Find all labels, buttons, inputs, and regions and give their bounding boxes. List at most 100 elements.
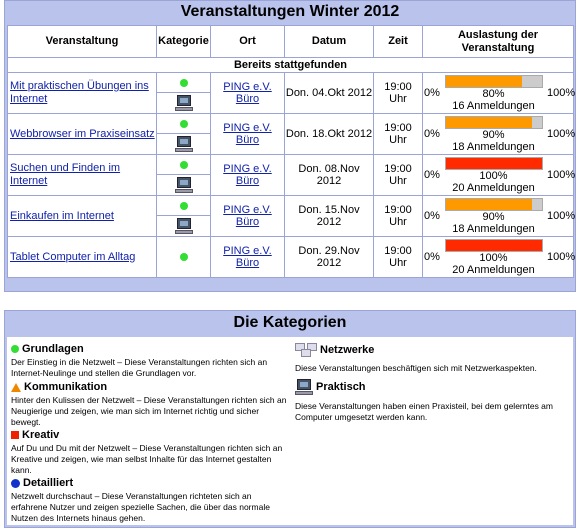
time-cell: 19:00 Uhr: [373, 154, 423, 196]
category-name: Kreativ: [22, 429, 60, 441]
load-min: 0%: [424, 87, 440, 99]
load-percent: 80%: [482, 87, 505, 100]
place-link[interactable]: PING e.V. Büro: [223, 81, 272, 105]
category-desc: Diese Veranstaltungen haben einen Praxis…: [295, 401, 553, 422]
load-cell: 0% 80% 16 Anmeldungen 100%: [422, 72, 576, 114]
category-netzwerke: Netzwerke Diese Veranstaltungen beschäft…: [295, 343, 567, 374]
date-cell: Don. 15.Nov 2012: [284, 195, 374, 237]
events-table: Veranstaltung Kategorie Ort Datum Zeit A…: [7, 25, 576, 278]
time-cell: 19:00 Uhr: [373, 195, 423, 237]
load-cell: 0% 90% 18 Anmeldungen 100%: [422, 195, 576, 237]
event-name-cell: Einkaufen im Internet: [7, 195, 157, 237]
events-title: Veranstaltungen Winter 2012: [180, 3, 400, 20]
header-event: Veranstaltung: [7, 25, 157, 58]
header-place: Ort: [210, 25, 285, 58]
date-cell: Don. 29.Nov 2012: [284, 236, 374, 278]
green-circle-icon: [11, 345, 19, 353]
load-max: 100%: [547, 87, 576, 99]
category-name: Grundlagen: [22, 343, 84, 355]
table-row: Mit praktischen Übungen ins Internet PIN…: [7, 72, 576, 114]
event-name-cell: Mit praktischen Übungen ins Internet: [7, 72, 157, 114]
load-min: 0%: [424, 169, 440, 181]
computer-icon: [174, 136, 193, 152]
place-link[interactable]: PING e.V. Büro: [223, 122, 272, 146]
place-cell: PING e.V. Büro: [210, 113, 285, 155]
table-row: Webbrowser im Praxiseinsatz PING e.V. Bü…: [7, 113, 576, 155]
load-cell: 0% 100% 20 Anmeldungen 100%: [422, 154, 576, 196]
category-desc: Auf Du und Du mit der Netzwelt – Diese V…: [11, 443, 283, 475]
load-bar-fill: [445, 157, 542, 169]
registrations: 16 Anmeldungen: [452, 99, 535, 112]
category-detailliert: Detailliert Netzwelt durchschaut – Diese…: [11, 477, 289, 524]
category-desc: Der Einstieg in die Netzwelt – Diese Ver…: [11, 357, 268, 378]
place-link[interactable]: PING e.V. Büro: [223, 245, 272, 269]
load-min: 0%: [424, 251, 440, 263]
load-bar-fill: [445, 239, 542, 251]
place-link[interactable]: PING e.V. Büro: [223, 163, 272, 187]
event-link[interactable]: Webbrowser im Praxiseinsatz: [10, 127, 155, 140]
time-cell: 19:00 Uhr: [373, 236, 423, 278]
load-min: 0%: [424, 210, 440, 222]
place-cell: PING e.V. Büro: [210, 154, 285, 196]
load-percent: 90%: [482, 128, 505, 141]
events-panel: Veranstaltungen Winter 2012 Veranstaltun…: [4, 0, 576, 292]
event-link[interactable]: Tablet Computer im Alltag: [10, 250, 136, 263]
header-time: Zeit: [373, 25, 423, 58]
category-cell: [156, 154, 211, 196]
load-max: 100%: [547, 210, 576, 222]
time-cell: 19:00 Uhr: [373, 72, 423, 114]
table-header-row: Veranstaltung Kategorie Ort Datum Zeit A…: [7, 25, 574, 58]
categories-body: Grundlagen Der Einstieg in die Netzwelt …: [7, 337, 573, 525]
load-max: 100%: [547, 169, 576, 181]
blue-circle-icon: [11, 478, 20, 488]
load-max: 100%: [547, 128, 576, 140]
computer-icon: [174, 177, 193, 193]
grundlagen-icon: [179, 119, 188, 128]
network-icon: [295, 343, 317, 357]
grundlagen-icon: [179, 201, 188, 210]
date-cell: Don. 04.Okt 2012: [284, 72, 374, 114]
section-row: Bereits stattgefunden: [7, 57, 574, 73]
registrations: 20 Anmeldungen: [452, 181, 535, 194]
categories-panel: Die Kategorien Grundlagen Der Einstieg i…: [4, 310, 576, 528]
orange-triangle-icon: [11, 382, 21, 392]
load-bar: [444, 115, 543, 129]
category-name: Praktisch: [316, 381, 366, 393]
load-bar: [444, 156, 543, 170]
category-kommunikation: Kommunikation Hinter den Kulissen der Ne…: [11, 381, 289, 428]
date-cell: Don. 08.Nov 2012: [284, 154, 374, 196]
table-row: Tablet Computer im Alltag PING e.V. Büro…: [7, 236, 576, 278]
category-desc: Diese Veranstaltungen beschäftigen sich …: [295, 363, 537, 373]
header-load: Auslastung der Veranstaltung: [422, 25, 574, 58]
event-name-cell: Suchen und Finden im Internet: [7, 154, 157, 196]
category-name: Detailliert: [23, 477, 74, 489]
computer-icon: [174, 95, 193, 111]
category-cell: [156, 236, 211, 278]
load-cell: 0% 100% 20 Anmeldungen 100%: [422, 236, 576, 278]
category-cell: [156, 72, 211, 114]
load-percent: 100%: [479, 169, 508, 182]
categories-title: Die Kategorien: [233, 314, 347, 331]
category-kreativ: Kreativ Auf Du und Du mit der Netzwelt –…: [11, 429, 289, 476]
event-name-cell: Webbrowser im Praxiseinsatz: [7, 113, 157, 155]
event-link[interactable]: Suchen und Finden im Internet: [10, 162, 121, 187]
place-link[interactable]: PING e.V. Büro: [223, 204, 272, 228]
load-bar: [444, 238, 543, 252]
category-praktisch: Praktisch Diese Veranstaltungen haben ei…: [295, 379, 567, 423]
date-cell: Don. 18.Okt 2012: [284, 113, 374, 155]
header-date: Datum: [284, 25, 374, 58]
place-cell: PING e.V. Büro: [210, 72, 285, 114]
load-max: 100%: [547, 251, 576, 263]
load-min: 0%: [424, 128, 440, 140]
category-desc: Hinter den Kulissen der Netzwelt – Diese…: [11, 395, 287, 427]
registrations: 20 Anmeldungen: [452, 263, 535, 276]
load-cell: 0% 90% 18 Anmeldungen 100%: [422, 113, 576, 155]
event-link[interactable]: Einkaufen im Internet: [10, 209, 114, 222]
load-bar-fill: [445, 116, 532, 128]
event-link[interactable]: Mit praktischen Übungen ins Internet: [10, 80, 149, 105]
category-grundlagen: Grundlagen Der Einstieg in die Netzwelt …: [11, 343, 289, 379]
load-percent: 100%: [479, 251, 508, 264]
registrations: 18 Anmeldungen: [452, 140, 535, 153]
event-name-cell: Tablet Computer im Alltag: [7, 236, 157, 278]
place-cell: PING e.V. Büro: [210, 195, 285, 237]
